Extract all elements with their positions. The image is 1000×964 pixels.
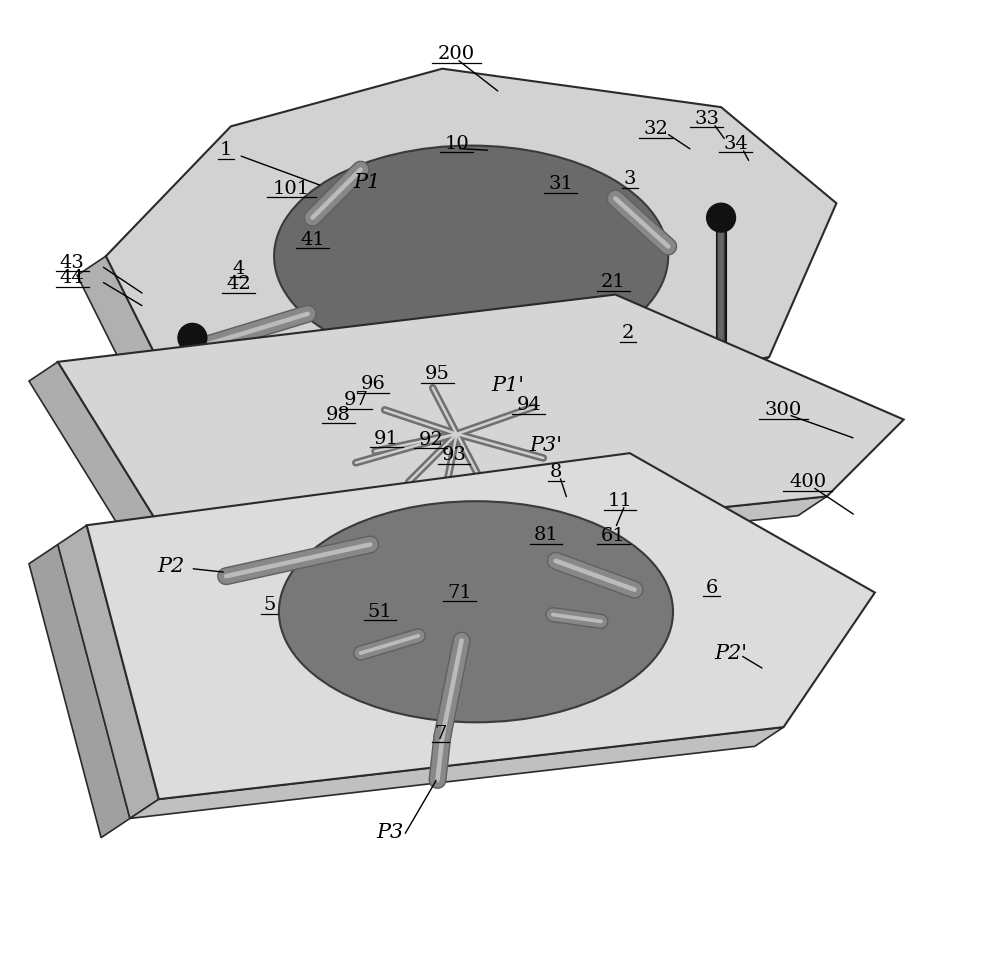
Circle shape <box>178 323 207 352</box>
Text: 71: 71 <box>447 583 472 602</box>
Text: 95: 95 <box>425 365 450 384</box>
Text: 44: 44 <box>60 269 85 287</box>
Text: 300: 300 <box>765 401 802 419</box>
Polygon shape <box>29 362 183 583</box>
Text: 400: 400 <box>789 473 826 491</box>
Polygon shape <box>423 357 769 439</box>
Text: 21: 21 <box>601 273 626 291</box>
Polygon shape <box>77 256 164 390</box>
Ellipse shape <box>279 501 673 722</box>
Polygon shape <box>130 727 784 818</box>
Text: 34: 34 <box>723 135 748 152</box>
Text: 41: 41 <box>300 230 325 249</box>
Text: 3: 3 <box>624 171 636 188</box>
Text: 94: 94 <box>516 396 541 415</box>
Text: 10: 10 <box>444 135 469 152</box>
Polygon shape <box>58 295 904 564</box>
Text: 93: 93 <box>441 446 466 464</box>
Polygon shape <box>106 68 836 419</box>
Text: 98: 98 <box>326 406 351 424</box>
Polygon shape <box>87 453 875 799</box>
Text: 92: 92 <box>418 431 443 448</box>
Polygon shape <box>29 545 130 838</box>
Circle shape <box>707 203 735 232</box>
Text: P3: P3 <box>376 823 403 843</box>
Text: 8: 8 <box>550 464 562 481</box>
Text: 2: 2 <box>622 324 634 342</box>
Text: 96: 96 <box>361 375 386 393</box>
Text: 33: 33 <box>694 110 719 127</box>
Text: 200: 200 <box>438 45 475 64</box>
Ellipse shape <box>274 146 668 366</box>
Text: 43: 43 <box>60 254 85 272</box>
Polygon shape <box>135 371 452 439</box>
Text: 51: 51 <box>367 602 392 621</box>
Text: 4: 4 <box>232 259 245 278</box>
Text: 42: 42 <box>226 275 251 293</box>
Text: 101: 101 <box>273 180 310 198</box>
Text: P1: P1 <box>354 173 381 192</box>
Text: 91: 91 <box>374 430 399 447</box>
Text: 5: 5 <box>263 596 275 614</box>
Text: 11: 11 <box>608 493 633 510</box>
Text: 7: 7 <box>434 725 447 743</box>
Text: 1: 1 <box>220 142 232 159</box>
Text: P3': P3' <box>530 436 563 455</box>
Polygon shape <box>58 525 159 818</box>
Polygon shape <box>154 496 827 583</box>
Text: 6: 6 <box>705 578 718 597</box>
Text: 81: 81 <box>534 526 559 544</box>
Text: 31: 31 <box>548 175 573 193</box>
Text: 97: 97 <box>343 391 368 410</box>
Text: P1': P1' <box>491 376 524 395</box>
Text: 32: 32 <box>643 120 668 138</box>
Text: P2': P2' <box>714 644 747 662</box>
Text: 61: 61 <box>601 527 626 545</box>
Text: P2: P2 <box>158 557 185 576</box>
